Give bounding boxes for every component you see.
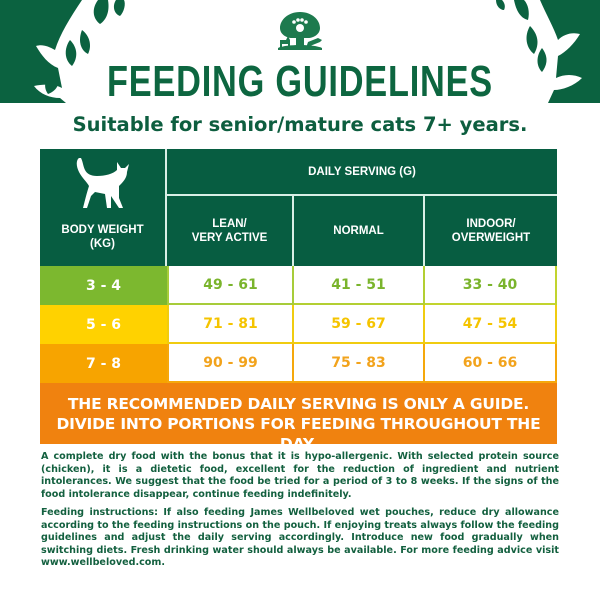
product-description: A complete dry food with the bonus that …: [41, 451, 559, 500]
serving-guide-notice: THE RECOMMENDED DAILY SERVING IS ONLY A …: [40, 383, 557, 453]
serving-cell: 90 - 99: [167, 344, 294, 383]
table-row: 5 - 6 71 - 81 59 - 67 47 - 54: [40, 305, 557, 344]
feeding-table: BODY WEIGHT (KG) DAILY SERVING (G) LEAN/…: [40, 149, 557, 453]
leaf-branch-icon: [496, 0, 600, 103]
column-header-normal: NORMAL: [294, 196, 425, 266]
column-header-indoor: INDOOR/OVERWEIGHT: [451, 218, 531, 244]
serving-cell: 33 - 40: [425, 266, 557, 305]
feeding-instructions: Feeding instructions: If also feeding Ja…: [41, 507, 559, 568]
weight-cell: 5 - 6: [40, 305, 167, 344]
serving-cell: 60 - 66: [425, 344, 557, 383]
tree-with-paw-and-pets-logo-icon: [278, 12, 322, 50]
column-header-lean: LEAN/VERY ACTIVE: [167, 196, 294, 266]
serving-cell: 41 - 51: [294, 266, 425, 305]
serving-cell: 59 - 67: [294, 305, 425, 344]
body-weight-label: BODY WEIGHT (KG): [61, 224, 144, 250]
body-weight-header-cell: BODY WEIGHT (KG): [40, 149, 167, 266]
page-subtitle: Suitable for senior/mature cats 7+ years…: [72, 113, 528, 136]
serving-cell: 47 - 54: [425, 305, 557, 344]
walking-cat-icon: [76, 158, 129, 208]
serving-cell: 71 - 81: [167, 305, 294, 344]
leaf-branch-icon: [0, 0, 125, 103]
table-header: BODY WEIGHT (KG) DAILY SERVING (G) LEAN/…: [40, 149, 557, 266]
table-row: 3 - 4 49 - 61 41 - 51 33 - 40: [40, 266, 557, 305]
daily-serving-header: DAILY SERVING (G): [167, 149, 557, 196]
table-row: 7 - 8 90 - 99 75 - 83 60 - 66: [40, 344, 557, 383]
header-banner: [0, 0, 600, 103]
serving-cell: 49 - 61: [167, 266, 294, 305]
weight-cell: 3 - 4: [40, 266, 167, 305]
page-title: FEEDING GUIDELINES: [107, 57, 493, 106]
weight-cell: 7 - 8: [40, 344, 167, 383]
serving-cell: 75 - 83: [294, 344, 425, 383]
